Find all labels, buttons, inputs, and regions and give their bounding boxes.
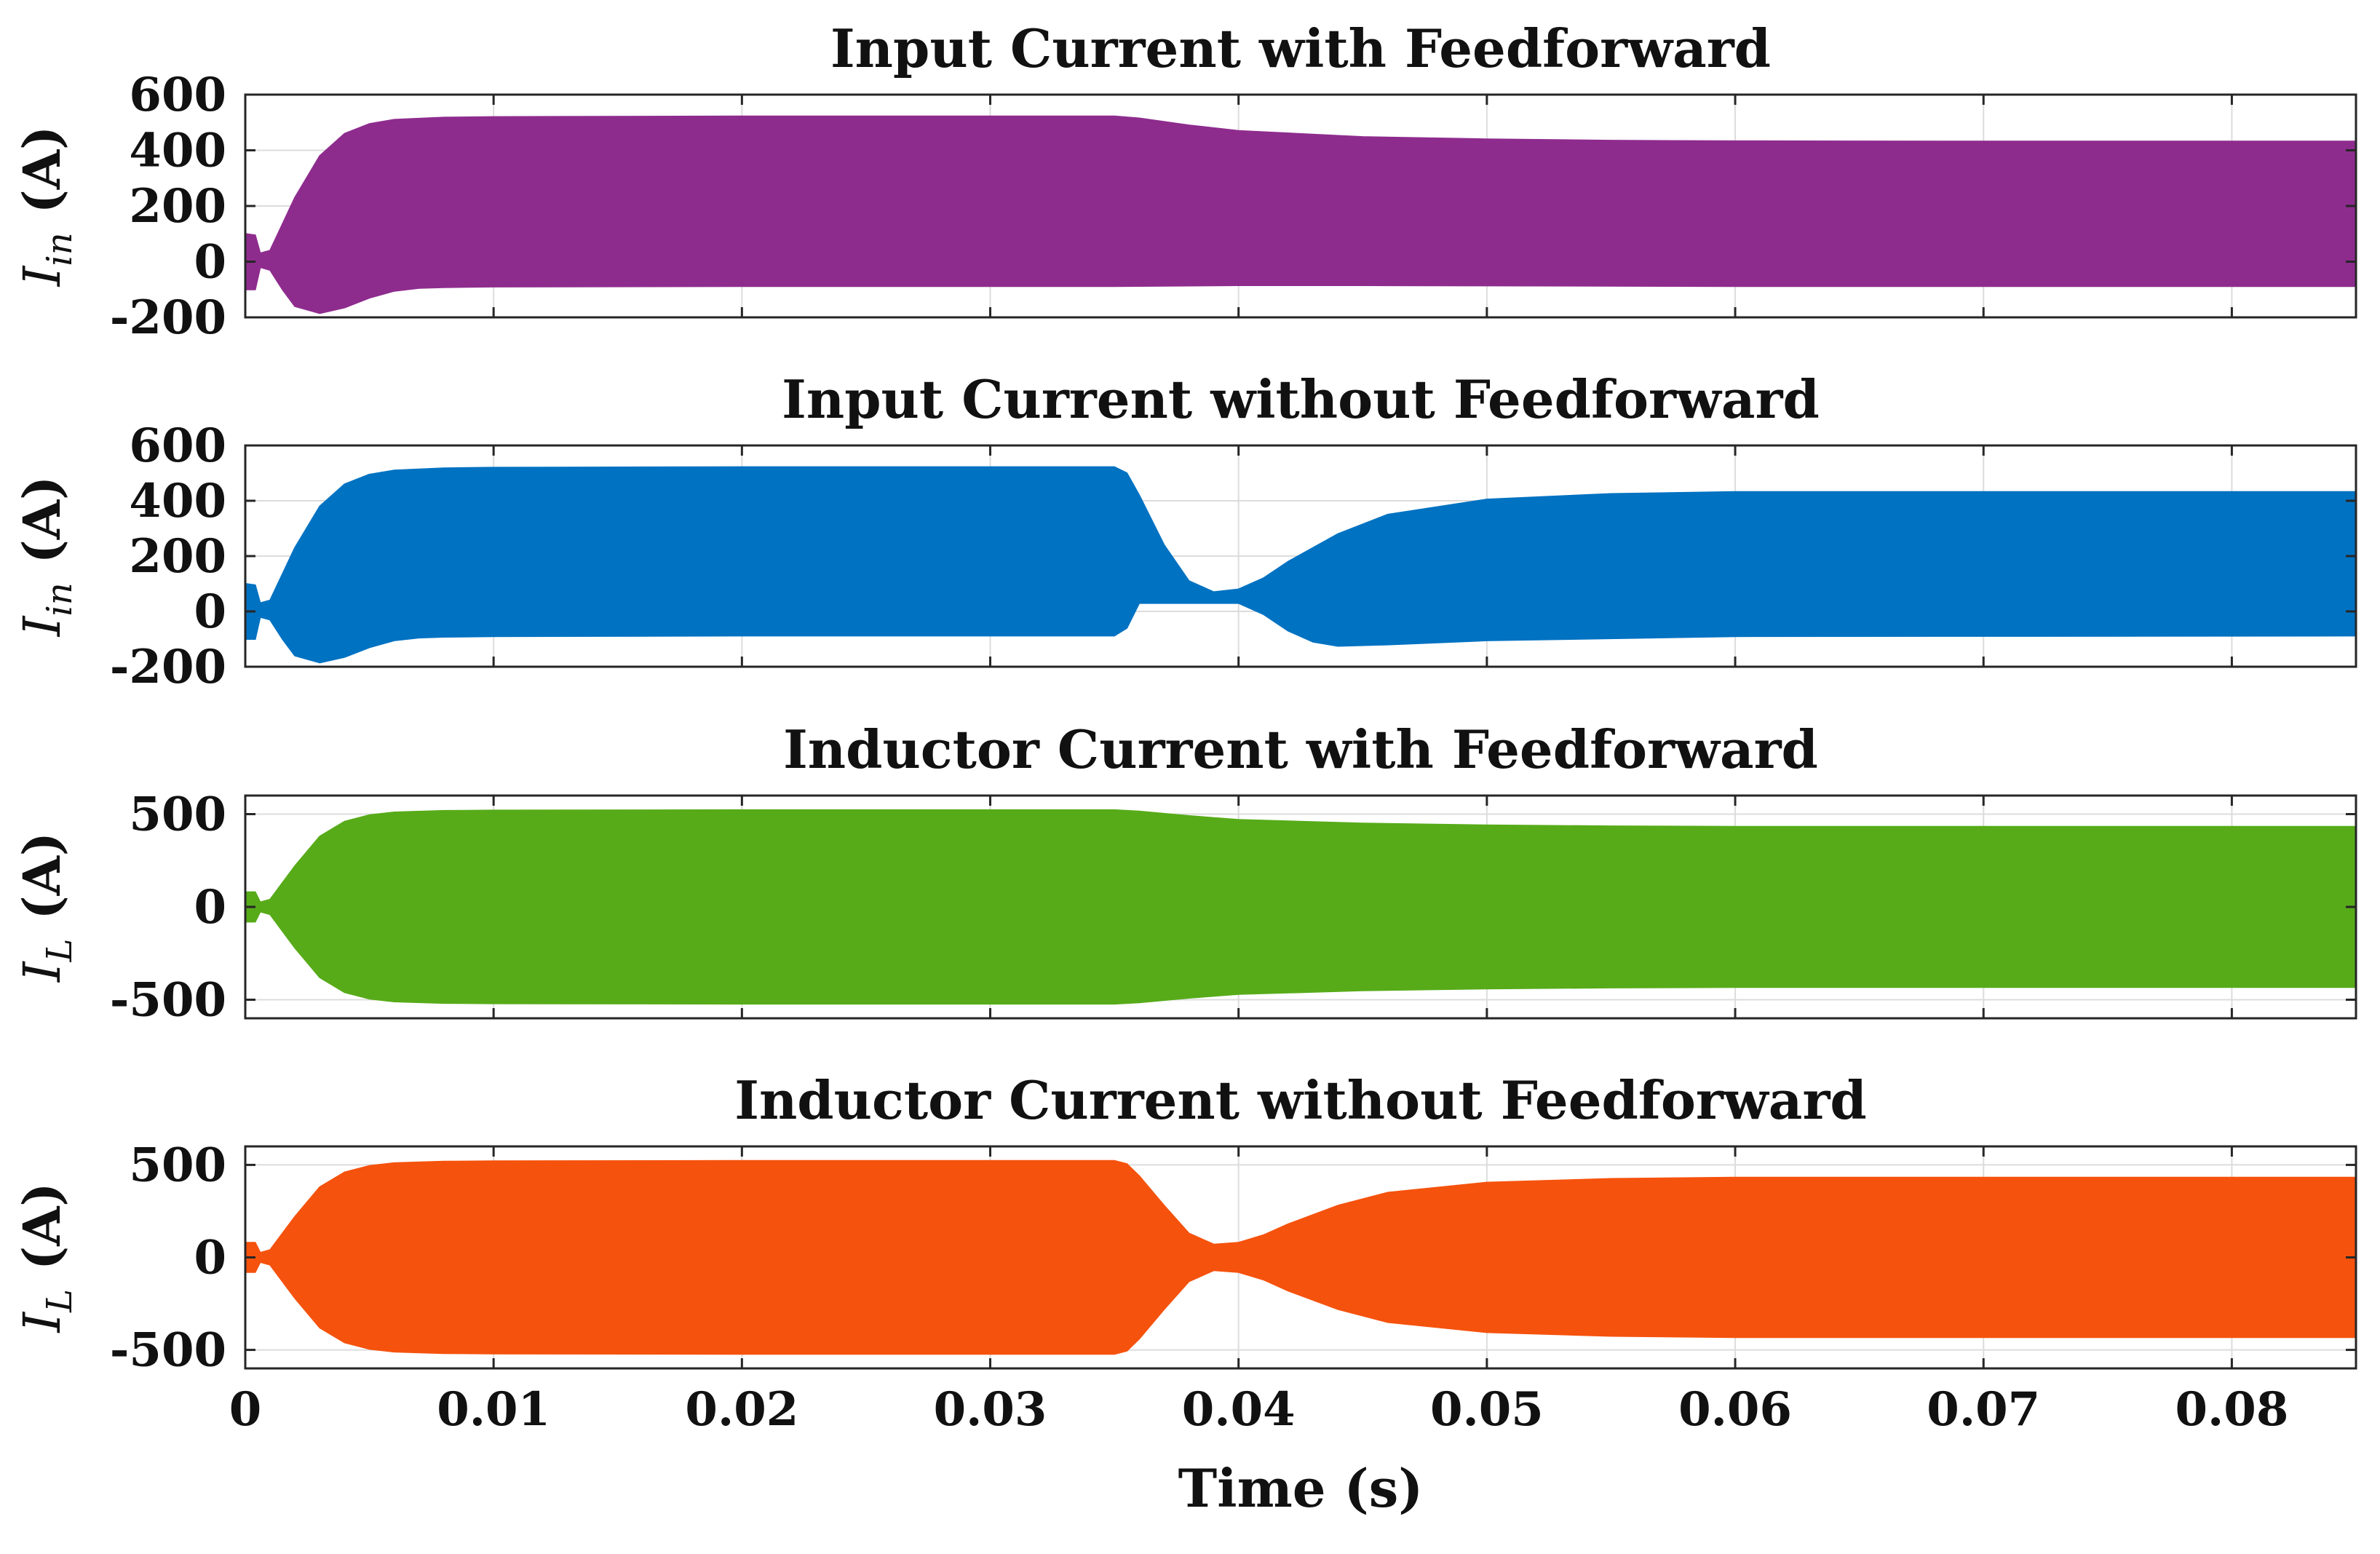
x-tick-label: 0.05	[1430, 1382, 1544, 1437]
subplot-title: Inductor Current with Feedforward	[783, 718, 1818, 780]
x-tick-label: 0.02	[685, 1382, 798, 1437]
y-axis-label-symbol: I	[12, 265, 72, 288]
y-tick-label: 200	[129, 529, 226, 584]
y-axis-label-unit: (A)	[12, 1182, 72, 1270]
y-tick-label: 400	[129, 124, 226, 178]
y-tick-label: -200	[110, 290, 226, 345]
y-axis-label-symbol: I	[12, 1312, 72, 1334]
y-axis-label: IL (A)	[12, 1182, 80, 1333]
x-tick-label: 0.04	[1182, 1382, 1296, 1437]
x-axis-label: Time (s)	[1178, 1457, 1424, 1519]
x-tick-label: 0	[229, 1382, 262, 1437]
signal-envelope-area	[245, 115, 2357, 314]
y-axis-label-subscript: in	[39, 232, 80, 266]
y-tick-label: 400	[129, 474, 226, 528]
x-tick-label: 0.03	[934, 1382, 1047, 1437]
y-axis-label-unit: (A)	[12, 476, 72, 564]
signal-envelope-area	[245, 1159, 2357, 1355]
y-tick-label: 0	[194, 584, 226, 639]
signal-envelope-area	[245, 466, 2357, 664]
y-tick-label: 600	[129, 68, 226, 122]
subplot-title: Input Current with Feedforward	[830, 17, 1771, 79]
subplot-title: Input Current without Feedforward	[782, 368, 1820, 430]
y-axis-label-subscript: in	[39, 582, 80, 616]
y-axis-label-symbol: I	[12, 961, 72, 983]
x-tick-label: 0.06	[1678, 1382, 1792, 1437]
y-tick-label: -200	[110, 640, 226, 694]
x-tick-label: 0.08	[2175, 1382, 2288, 1437]
y-axis-label-unit: (A)	[12, 832, 72, 920]
y-axis-label: Iin (A)	[12, 126, 80, 288]
y-axis-label-symbol: I	[12, 615, 72, 638]
y-axis-label: IL (A)	[12, 832, 80, 983]
y-axis-label-subscript: L	[39, 1289, 80, 1313]
signal-envelope-area	[245, 809, 2357, 1005]
y-axis-label-unit: (A)	[12, 126, 72, 214]
y-axis-label: Iin (A)	[12, 476, 80, 638]
subplot-title: Inductor Current without Feedforward	[734, 1069, 1866, 1131]
y-tick-label: 500	[129, 1138, 226, 1192]
x-tick-label: 0.07	[1927, 1382, 2040, 1437]
y-axis-label-subscript: L	[39, 939, 80, 963]
y-tick-label: -500	[110, 973, 226, 1028]
y-tick-label: -500	[110, 1323, 226, 1378]
x-tick-label: 0.01	[437, 1382, 550, 1437]
y-tick-label: 500	[129, 788, 226, 842]
y-tick-label: 0	[194, 235, 226, 290]
y-tick-label: 0	[194, 1231, 226, 1285]
y-tick-label: 600	[129, 419, 226, 473]
y-tick-label: 0	[194, 880, 226, 935]
subplot-3: -500 0 500 Inductor Current with Feedforwar…	[12, 718, 2357, 1028]
y-tick-label: 200	[129, 179, 226, 234]
